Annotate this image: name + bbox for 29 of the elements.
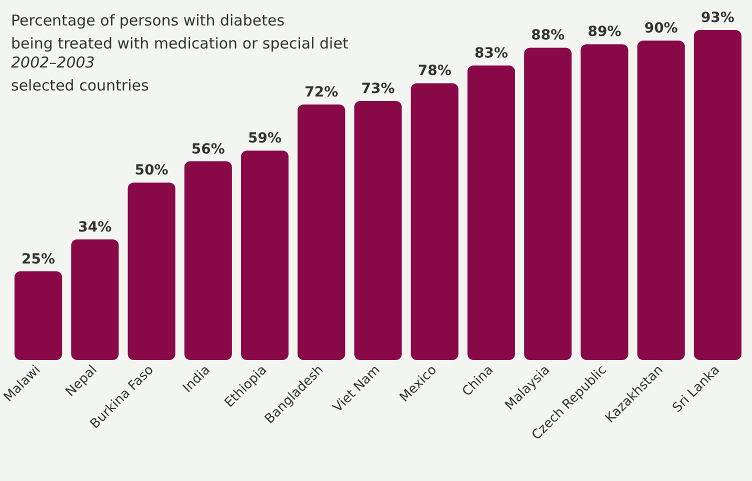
data-label: 56% — [191, 141, 225, 158]
bar — [580, 44, 628, 360]
bar — [240, 150, 289, 360]
data-label: 25% — [22, 251, 56, 268]
bar — [524, 48, 572, 360]
bar — [354, 100, 402, 360]
chart-title: Percentage of persons with diabetes being treated with medication or special diet — [11, 12, 348, 52]
data-label: 78% — [418, 63, 452, 80]
bar — [14, 271, 62, 360]
data-label: 88% — [531, 28, 565, 44]
bar — [298, 104, 346, 360]
bar — [694, 30, 742, 360]
bar — [410, 83, 458, 360]
data-label: 90% — [644, 20, 678, 37]
data-label: 72% — [304, 84, 338, 101]
data-label: 89% — [588, 24, 622, 40]
data-label: 59% — [248, 130, 282, 147]
annotation: selected countries — [11, 76, 149, 94]
bar — [128, 182, 176, 360]
bar — [71, 239, 119, 360]
bar — [637, 40, 685, 360]
text: 2002–2003 — [11, 54, 95, 72]
data-label: 50% — [134, 162, 168, 179]
bar — [184, 161, 232, 360]
bar — [467, 65, 516, 360]
data-label: 93% — [700, 10, 734, 26]
data-label: 73% — [361, 80, 395, 97]
data-label: 83% — [474, 45, 508, 62]
data-label: 34% — [78, 219, 112, 236]
